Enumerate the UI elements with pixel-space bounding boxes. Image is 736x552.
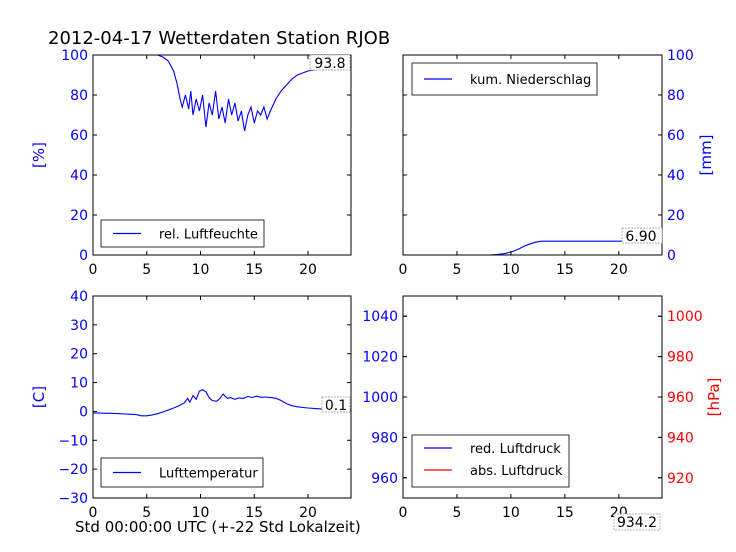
x-tick-label: 5 — [452, 505, 461, 521]
y-tick-label: 980 — [371, 430, 398, 446]
x-tick-label: 15 — [556, 262, 574, 278]
x-tick-label: 20 — [299, 262, 317, 278]
y-tick-label: 940 — [667, 430, 694, 446]
x-tick-label: 0 — [399, 262, 408, 278]
x-tick-label: 10 — [502, 262, 520, 278]
y-tick-label: 20 — [70, 347, 88, 363]
x-tick-label: 10 — [502, 505, 520, 521]
legend-box — [100, 457, 264, 488]
x-tick-label: 15 — [556, 505, 574, 521]
series-line-3-1 — [92, 389, 352, 417]
y-axis-label: [%] — [30, 142, 48, 168]
last-value-label: 934.2 — [617, 515, 657, 531]
panel-bottom-left: 0 5 10 15 20 −30 −20 −10 0 10 20 30 40 [C] Lufttempera… — [30, 289, 352, 521]
y-tick-label: 30 — [70, 318, 88, 334]
y-tick-label: 1040 — [362, 309, 398, 325]
x-tick-label: 5 — [142, 505, 151, 521]
panel-bottom-right: 0 5 10 15 2096098010001020104092094096098010… — [362, 295, 723, 531]
legend-label: abs. Luftdruck — [470, 464, 563, 479]
x-tick-label: 20 — [299, 505, 317, 521]
y-tick-label: 960 — [371, 471, 398, 487]
series-line-2-1 — [403, 240, 662, 256]
legend-label: rel. Luftfeuchte — [159, 228, 258, 243]
x-tick-label: 5 — [142, 262, 151, 278]
y-tick-label: 0 — [79, 404, 88, 420]
y-tick-label: 60 — [667, 128, 685, 144]
y-tick-label: 60 — [70, 128, 88, 144]
x-tick-label: 0 — [89, 505, 98, 521]
x-axis-label: Std 00:00:00 UTC (+-22 Std Lokalzeit) — [75, 518, 361, 536]
last-value-box — [321, 396, 351, 413]
legend-label: Lufttemperatur — [159, 467, 258, 482]
y-tick-label: 100 — [61, 48, 88, 64]
y-tick-label: 80 — [70, 88, 88, 104]
y-tick-label: 80 — [667, 88, 685, 104]
y-tick-label: 40 — [70, 289, 88, 305]
last-value-label: 93.8 — [314, 56, 345, 72]
last-value-box — [309, 54, 351, 71]
plot-frame — [92, 295, 352, 499]
legend-box — [411, 434, 570, 488]
y-tick-label: 0 — [79, 248, 88, 264]
panel-top-right: 0 5 10 15 20 0 20 40 60 80 100 [mm] kum. Niederschla… — [399, 48, 715, 278]
y-tick-label: 100 — [667, 48, 694, 64]
last-value-box — [621, 227, 663, 244]
y-tick-label: −30 — [58, 491, 88, 507]
x-tick-label: 0 — [89, 262, 98, 278]
y-tick-label: 1000 — [362, 390, 398, 406]
plot-frame — [402, 54, 663, 256]
y-tick-label: 960 — [667, 390, 694, 406]
x-tick-label: 15 — [245, 505, 263, 521]
y-tick-label: 10 — [70, 376, 88, 392]
panel-top-left: 0 5 10 15 20 0 20 40 60 80 100 [%] rel. Luftfeuchte 9… — [30, 48, 352, 278]
x-tick-label: 10 — [192, 262, 210, 278]
y-tick-label: −10 — [58, 433, 88, 449]
y-tick-label: 980 — [667, 350, 694, 366]
y-tick-label: 1020 — [362, 350, 398, 366]
legend-label: kum. Niederschlag — [470, 73, 591, 88]
y-tick-label: 0 — [667, 248, 676, 264]
y-axis-label: [mm] — [697, 135, 715, 176]
y-tick-label: 1000 — [667, 309, 703, 325]
last-value-box — [613, 513, 661, 531]
y-tick-label: 40 — [70, 168, 88, 184]
x-tick-label: 10 — [192, 505, 210, 521]
y-axis-label: [hPa] — [705, 378, 723, 417]
y-tick-label: −20 — [58, 462, 88, 478]
y-tick-label: 20 — [667, 208, 685, 224]
figure-title: 2012-04-17 Wetterdaten Station RJOB — [48, 28, 390, 49]
legend-label: red. Luftdruck — [470, 442, 561, 457]
y-axis-label: [C] — [30, 386, 48, 408]
y-tick-label: 40 — [667, 168, 685, 184]
y-tick-label: 920 — [667, 471, 694, 487]
last-value-label: 0.1 — [325, 398, 347, 414]
x-tick-label: 15 — [245, 262, 263, 278]
x-tick-label: 20 — [610, 262, 628, 278]
x-tick-label: 0 — [399, 505, 408, 521]
y-tick-label: 20 — [70, 208, 88, 224]
plot-frame — [92, 54, 352, 256]
x-tick-label: 5 — [452, 262, 461, 278]
last-value-label: 6.90 — [625, 229, 656, 245]
series-line-1-1 — [93, 54, 351, 132]
